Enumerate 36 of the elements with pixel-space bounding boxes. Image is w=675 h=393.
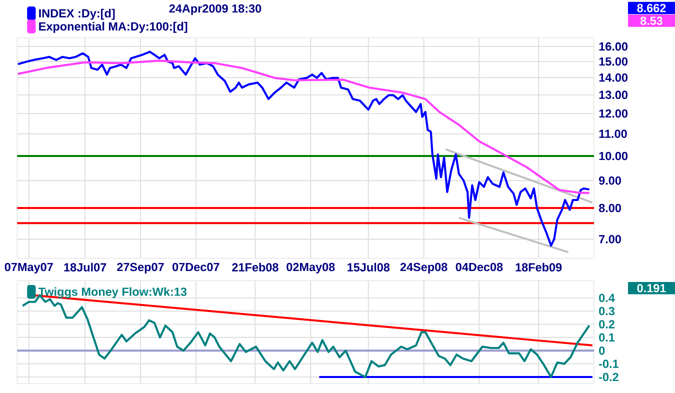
y-tick-label: 16.00 — [599, 42, 628, 51]
y-tick-label: 7.00 — [599, 235, 621, 244]
y-tick-label: 13.00 — [599, 90, 628, 100]
y-tick-label: 0 — [599, 346, 605, 356]
y-tick-label: 0.2 — [599, 320, 614, 329]
y-tick-label: 12.00 — [599, 110, 628, 118]
y-tick-label: 10.00 — [599, 152, 628, 160]
x-tick-label: 27Sep07 — [117, 263, 164, 274]
line-series — [16, 60, 590, 194]
text: 0.191 — [637, 284, 666, 293]
y-tick-label: -0.2 — [599, 373, 618, 382]
x-tick-label: 21Feb08 — [232, 263, 278, 272]
y-tick-label: 15.00 — [599, 58, 628, 66]
y-tick-label: 0.3 — [599, 307, 614, 316]
x-tick-label: 24Sep08 — [400, 263, 448, 274]
y-tick-label: 0.1 — [599, 334, 615, 342]
y-tick-label: 11.00 — [599, 130, 627, 138]
x-tick-label: 04Dec08 — [456, 263, 503, 272]
y-tick-label: -0.1 — [599, 360, 619, 368]
legend-label: INDEX :Dy:[d] — [39, 9, 115, 20]
y-tick-label: 8.00 — [598, 204, 621, 212]
y-tick-label: 0.4 — [599, 294, 615, 302]
text: 8.53 — [640, 16, 662, 26]
text: 8.662 — [637, 4, 666, 12]
x-tick-label: 18Jul07 — [64, 263, 106, 272]
x-tick-label: 18Feb09 — [516, 263, 562, 272]
legend-label: Twiggs Money Flow:Wk:13 — [38, 287, 187, 299]
x-tick-label: 02May08 — [286, 263, 335, 274]
x-tick-label: 15Jul08 — [348, 263, 390, 272]
x-tick-label: 07Dec07 — [172, 263, 220, 272]
legend-label: Exponential MA:Dy:100:[d] — [39, 22, 188, 34]
y-tick-label: 14.00 — [599, 74, 628, 82]
chart-subtitle: 24Apr2009 18:30 — [169, 4, 262, 16]
y-tick-label: 9.00 — [598, 176, 621, 185]
x-tick-label: 07May07 — [4, 263, 53, 274]
line-series — [16, 50, 590, 247]
